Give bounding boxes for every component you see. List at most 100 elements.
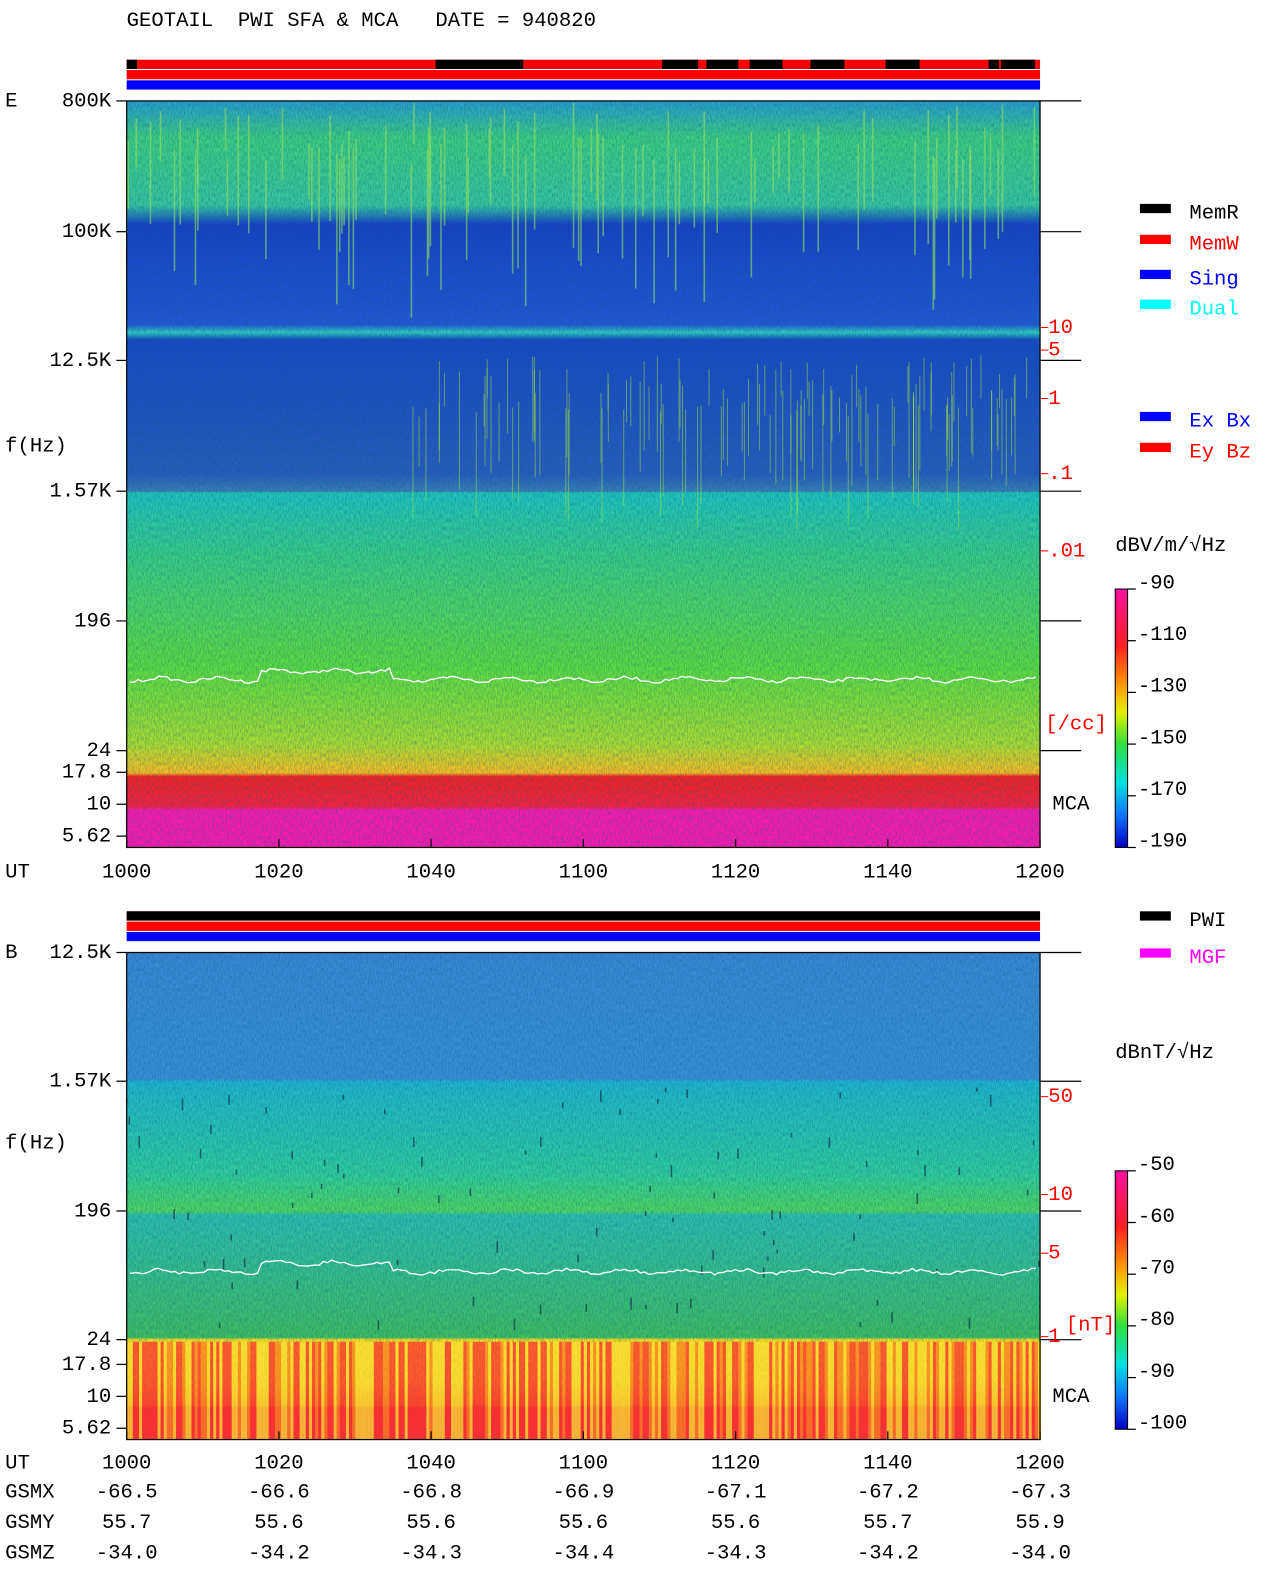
mca-stripe <box>274 1341 279 1440</box>
mca-stripe <box>129 1341 133 1440</box>
mca-stripe <box>608 1341 612 1440</box>
mca-stripe <box>667 1341 671 1440</box>
mca-stripe <box>806 1341 810 1440</box>
orbit-value: -34.2 <box>248 1542 310 1565</box>
mca-stripe <box>200 1341 204 1440</box>
density-unit: [nT] <box>1066 1315 1115 1338</box>
mca-stripe <box>376 1341 380 1440</box>
mca-stripe <box>1028 1341 1032 1440</box>
mca-stripe <box>1004 1341 1008 1440</box>
mca-stripe <box>861 1341 865 1440</box>
density-tick-label: 1 <box>1048 388 1060 411</box>
mca-stripe <box>413 1341 418 1440</box>
mca-stripe <box>954 1341 958 1440</box>
mca-stripe <box>293 1341 297 1440</box>
mca-stripe <box>429 1341 433 1440</box>
mca-stripe <box>534 1341 538 1440</box>
mca-stripe <box>302 1341 306 1440</box>
mca-stripe <box>163 1341 167 1440</box>
colorbar-tick-label: -90 <box>1138 572 1175 595</box>
mca-stripe <box>744 1341 748 1440</box>
mca-stripe <box>438 1341 442 1440</box>
status-segment <box>1000 59 1035 69</box>
orbit-value: -34.3 <box>400 1542 462 1565</box>
legend-label: PWI <box>1189 910 1226 933</box>
title: GEOTAIL PWI SFA & MCA DATE = 940820 <box>127 10 596 33</box>
panel-label: B <box>5 942 17 965</box>
y-tick-label: 1.57K <box>49 1071 111 1094</box>
mca-label: MCA <box>1052 1386 1090 1409</box>
mca-stripe <box>194 1341 198 1440</box>
mca-stripe <box>818 1341 822 1440</box>
mca-stripe <box>315 1341 319 1440</box>
status-segment <box>749 59 783 69</box>
mca-stripe <box>210 1341 214 1440</box>
mca-stripe <box>682 1341 686 1440</box>
mca-stripe <box>559 1341 563 1440</box>
x-tick-label: 1020 <box>254 862 303 885</box>
panel-label: E <box>5 90 17 113</box>
mca-stripe <box>948 1341 952 1440</box>
mca-stripe <box>898 1341 903 1440</box>
x-tick-label: 1000 <box>102 862 151 885</box>
legend-swatch <box>1139 411 1171 422</box>
mca-stripe <box>346 1341 350 1440</box>
mca-stripe <box>939 1341 943 1440</box>
mca-stripe <box>963 1341 967 1440</box>
orbit-value: -66.8 <box>400 1482 462 1505</box>
mca-stripe <box>729 1341 733 1440</box>
mca-stripe <box>447 1341 452 1440</box>
mca-stripe <box>929 1341 933 1440</box>
mca-stripe <box>960 1341 964 1440</box>
status-segment <box>988 59 999 69</box>
orbit-value: -67.3 <box>1009 1482 1071 1505</box>
status-bar <box>126 70 1041 80</box>
x-tick-label: 1000 <box>102 1453 151 1476</box>
mca-stripe <box>373 1341 377 1440</box>
status-segment <box>662 59 699 69</box>
mca-stripe <box>586 1341 591 1440</box>
y-tick-label: 12.5K <box>49 350 111 373</box>
mca-stripe <box>1034 1341 1038 1440</box>
mca-stripe <box>392 1341 396 1440</box>
mca-stripe <box>775 1341 779 1440</box>
mca-stripe <box>988 1341 992 1440</box>
mca-stripe <box>423 1341 427 1440</box>
mca-stripe <box>206 1341 211 1440</box>
mca-stripe <box>568 1341 572 1440</box>
mca-stripe <box>281 1341 285 1440</box>
mca-stripe <box>1013 1341 1017 1440</box>
mca-stripe <box>905 1341 909 1440</box>
mca-stripe <box>908 1341 912 1440</box>
mca-stripe <box>673 1341 677 1440</box>
mca-stripe <box>457 1341 461 1440</box>
mca-stripe <box>543 1341 547 1440</box>
mca-stripe <box>815 1341 819 1440</box>
status-segment <box>810 59 845 69</box>
orbit-value: 55.7 <box>863 1512 912 1535</box>
mca-stripe <box>166 1341 170 1440</box>
mca-stripe <box>268 1341 272 1440</box>
mca-stripe <box>722 1341 726 1440</box>
density-tick-label: 5 <box>1048 340 1060 363</box>
mca-stripe <box>679 1341 683 1440</box>
mca-stripe <box>383 1341 387 1440</box>
mca-stripe <box>1007 1341 1011 1440</box>
mca-stripe <box>481 1341 486 1440</box>
mca-stripe <box>488 1341 492 1440</box>
mca-stripe <box>522 1341 526 1440</box>
mca-stripe <box>840 1341 844 1440</box>
mca-stripe <box>169 1341 174 1440</box>
y-tick-label: 196 <box>74 610 111 633</box>
mca-stripe <box>917 1341 921 1440</box>
mca-stripe <box>911 1341 915 1440</box>
legend-swatch <box>1139 269 1171 280</box>
mca-stripe <box>611 1341 615 1440</box>
orbit-value: 55.6 <box>711 1512 760 1535</box>
mca-stripe <box>821 1341 825 1440</box>
mca-stripe <box>772 1341 776 1440</box>
mca-stripe <box>741 1341 745 1440</box>
orbit-value: 55.9 <box>1015 1512 1064 1535</box>
colorbar-tick-label: -110 <box>1138 624 1187 647</box>
